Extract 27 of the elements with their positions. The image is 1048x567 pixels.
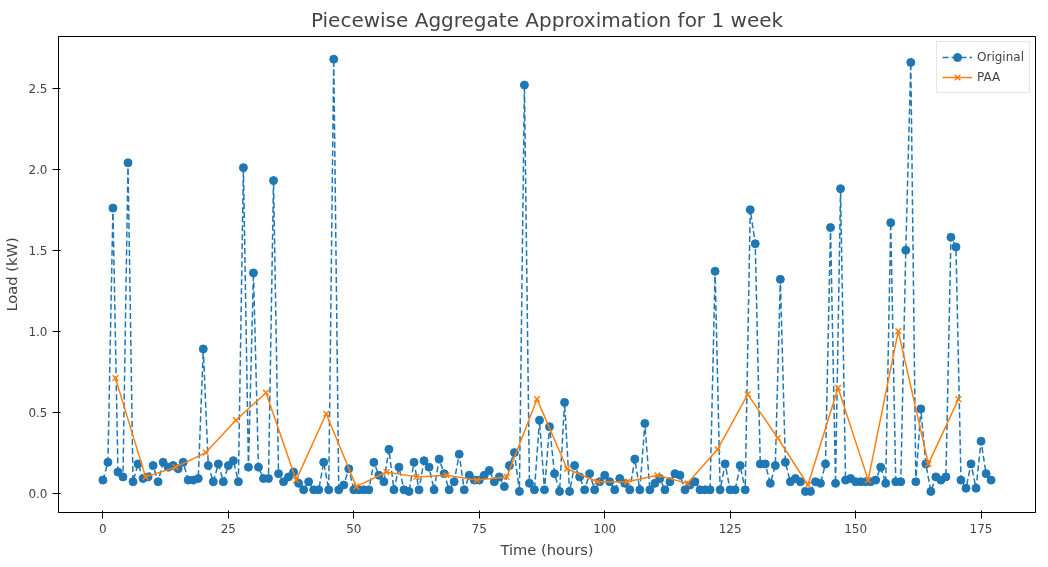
point <box>714 445 722 453</box>
x-tick-label: 50 <box>346 521 362 536</box>
x-axis-title: Time (hours) <box>499 540 594 558</box>
point <box>382 468 390 476</box>
x-tick-label: 100 <box>593 521 617 536</box>
x-tick-label: 150 <box>844 521 868 536</box>
y-axis-title: Load (kW) <box>3 237 21 312</box>
x-tick-label: 175 <box>969 521 993 536</box>
legend-label: Original <box>977 50 1024 64</box>
point <box>503 473 511 481</box>
y-tick-label: 0.0 <box>28 486 48 501</box>
point <box>292 476 300 484</box>
legend-label: PAA <box>977 70 1001 84</box>
chart-title: Piecewise Aggregate Approximation for 1 week <box>310 7 784 32</box>
x-tick-label: 0 <box>99 521 107 536</box>
point <box>804 481 812 489</box>
y-tick-label: 1.5 <box>28 243 48 258</box>
point <box>744 390 752 398</box>
y-tick-label: 2.0 <box>28 162 48 177</box>
y-tick-label: 2.5 <box>28 81 48 96</box>
x-tick-label: 25 <box>220 521 236 536</box>
y-tick-label: 1.0 <box>28 324 48 339</box>
point <box>322 410 330 418</box>
x-tick-label: 125 <box>718 521 742 536</box>
y-tick-label: 0.5 <box>28 405 48 420</box>
x-tick-label: 75 <box>471 521 487 536</box>
point <box>111 374 120 382</box>
